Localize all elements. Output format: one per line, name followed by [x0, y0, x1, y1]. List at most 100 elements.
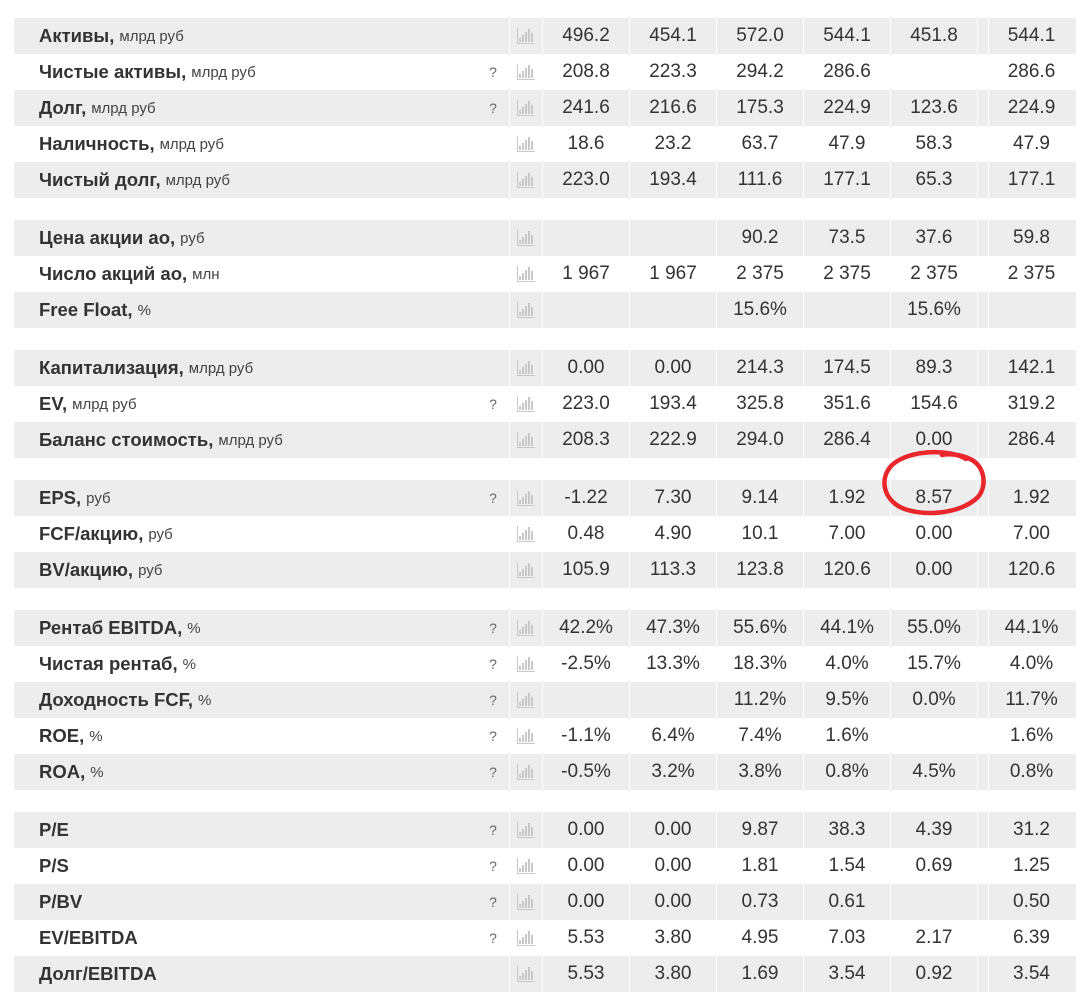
- table-row: Рентаб EBITDA,%? 42.2% 47.3% 55.6% 44.1% 55.0…: [14, 610, 1076, 646]
- year-value-cell: 9.14: [716, 480, 803, 516]
- bar-chart-icon[interactable]: [509, 956, 542, 992]
- year-value-cell: 2 375: [890, 256, 977, 292]
- help-tooltip-icon: [477, 956, 509, 992]
- table-row: Чистый долг, млрд руб 223.0 193.4 111.6 177.1…: [14, 162, 1076, 198]
- year-value-cell: 44.1%: [803, 610, 890, 646]
- year-value-cell: 8.57: [890, 480, 977, 516]
- year-value-cell: [542, 682, 629, 718]
- bar-chart-icon[interactable]: [509, 386, 542, 422]
- ltm-value-cell: 11.7%: [988, 682, 1074, 718]
- bar-chart-icon[interactable]: [509, 162, 542, 198]
- ltm-value-cell: 0.8%: [988, 754, 1074, 790]
- bar-chart-icon[interactable]: [509, 884, 542, 920]
- metric-label: Чистый долг, млрд руб: [14, 162, 477, 198]
- bar-chart-icon[interactable]: [509, 646, 542, 682]
- table-row: Долг/EBITDA 5.53 3.80 1.69 3.54 0.92 3.54: [14, 956, 1076, 992]
- year-value-cell: 6.4%: [629, 718, 716, 754]
- help-tooltip-icon[interactable]: ?: [489, 894, 497, 910]
- bar-chart-icon[interactable]: [509, 422, 542, 458]
- bar-chart-icon[interactable]: [509, 256, 542, 292]
- metric-label: EPS, руб: [14, 480, 477, 516]
- help-tooltip-icon[interactable]: ?: [489, 620, 497, 636]
- metric-label: Наличность, млрд руб: [14, 126, 477, 162]
- bar-chart-icon[interactable]: [509, 90, 542, 126]
- column-gap: [977, 480, 988, 516]
- column-gap: [977, 422, 988, 458]
- metric-label: Активы, млрд руб: [14, 18, 477, 54]
- bar-chart-icon[interactable]: [509, 848, 542, 884]
- help-tooltip-icon[interactable]: ?: [489, 64, 497, 80]
- metric-label: ROA,%: [14, 754, 477, 790]
- column-gap: [977, 18, 988, 54]
- help-tooltip-icon[interactable]: ?: [489, 858, 497, 874]
- bar-chart-icon-glyph: [517, 172, 535, 188]
- bar-chart-icon[interactable]: [509, 54, 542, 90]
- metric-label: P/E: [14, 812, 477, 848]
- column-gap: [977, 610, 988, 646]
- year-value-cell: [890, 718, 977, 754]
- year-value-cell: 286.4: [803, 422, 890, 458]
- bar-chart-icon-glyph: [517, 100, 535, 116]
- year-value-cell: 454.1: [629, 18, 716, 54]
- help-tooltip-icon[interactable]: ?: [489, 930, 497, 946]
- bar-chart-icon[interactable]: [509, 350, 542, 386]
- year-value-cell: [629, 220, 716, 256]
- year-value-cell: 208.3: [542, 422, 629, 458]
- column-gap: [977, 884, 988, 920]
- metric-name: Наличность,: [39, 133, 155, 154]
- bar-chart-icon[interactable]: [509, 480, 542, 516]
- help-tooltip-icon[interactable]: ?: [489, 822, 497, 838]
- bar-chart-icon[interactable]: [509, 610, 542, 646]
- year-value-cell: 175.3: [716, 90, 803, 126]
- year-value-cell: 216.6: [629, 90, 716, 126]
- table-row: Активы, млрд руб 496.2 454.1 572.0 544.1 451.8…: [14, 18, 1076, 54]
- year-value-cell: 7.00: [803, 516, 890, 552]
- bar-chart-icon[interactable]: [509, 516, 542, 552]
- bar-chart-icon[interactable]: [509, 754, 542, 790]
- bar-chart-icon-glyph: [517, 302, 535, 318]
- help-tooltip-icon[interactable]: ?: [489, 764, 497, 780]
- help-tooltip-icon[interactable]: ?: [489, 656, 497, 672]
- metric-label: Долг, млрд руб: [14, 90, 477, 126]
- help-tooltip-icon[interactable]: ?: [489, 396, 497, 412]
- metric-label: Чистая рентаб,%: [14, 646, 477, 682]
- year-value-cell: -1.22: [542, 480, 629, 516]
- metric-label: EV, млрд руб: [14, 386, 477, 422]
- year-value-cell: 0.48: [542, 516, 629, 552]
- year-value-cell: [629, 682, 716, 718]
- help-tooltip-icon[interactable]: ?: [489, 490, 497, 506]
- table-row: P/S? 0.00 0.00 1.81 1.54 0.69 1.25: [14, 848, 1076, 884]
- year-value-cell: 11.2%: [716, 682, 803, 718]
- column-gap: [977, 552, 988, 588]
- table-row: Число акций ао, млн 1 967 1 967 2 375 2 375 2 …: [14, 256, 1076, 292]
- year-value-cell: 4.39: [890, 812, 977, 848]
- table-row: P/E? 0.00 0.00 9.87 38.3 4.39 31.2: [14, 812, 1076, 848]
- ltm-value-cell: 0.50: [988, 884, 1074, 920]
- help-tooltip-icon[interactable]: ?: [489, 728, 497, 744]
- bar-chart-icon[interactable]: [509, 812, 542, 848]
- metric-unit: руб: [180, 229, 205, 247]
- help-tooltip-icon[interactable]: ?: [489, 692, 497, 708]
- bar-chart-icon[interactable]: [509, 18, 542, 54]
- metric-unit: млрд руб: [159, 135, 225, 153]
- bar-chart-icon-glyph: [517, 728, 535, 744]
- metric-name: P/BV: [39, 891, 83, 912]
- year-value-cell: 1.92: [803, 480, 890, 516]
- bar-chart-icon[interactable]: [509, 220, 542, 256]
- group-spacer: [14, 790, 1076, 812]
- year-value-cell: 5.53: [542, 956, 629, 992]
- bar-chart-icon[interactable]: [509, 920, 542, 956]
- bar-chart-icon[interactable]: [509, 126, 542, 162]
- bar-chart-icon[interactable]: [509, 292, 542, 328]
- help-tooltip-icon[interactable]: ?: [489, 100, 497, 116]
- bar-chart-icon[interactable]: [509, 552, 542, 588]
- metric-unit: %: [137, 301, 151, 319]
- bar-chart-icon[interactable]: [509, 718, 542, 754]
- column-gap: [977, 516, 988, 552]
- bar-chart-icon[interactable]: [509, 682, 542, 718]
- column-gap: [977, 54, 988, 90]
- year-value-cell: 10.1: [716, 516, 803, 552]
- year-value-cell: 23.2: [629, 126, 716, 162]
- ltm-value-cell: 544.1: [988, 18, 1074, 54]
- metric-label: Баланс стоимость, млрд руб: [14, 422, 477, 458]
